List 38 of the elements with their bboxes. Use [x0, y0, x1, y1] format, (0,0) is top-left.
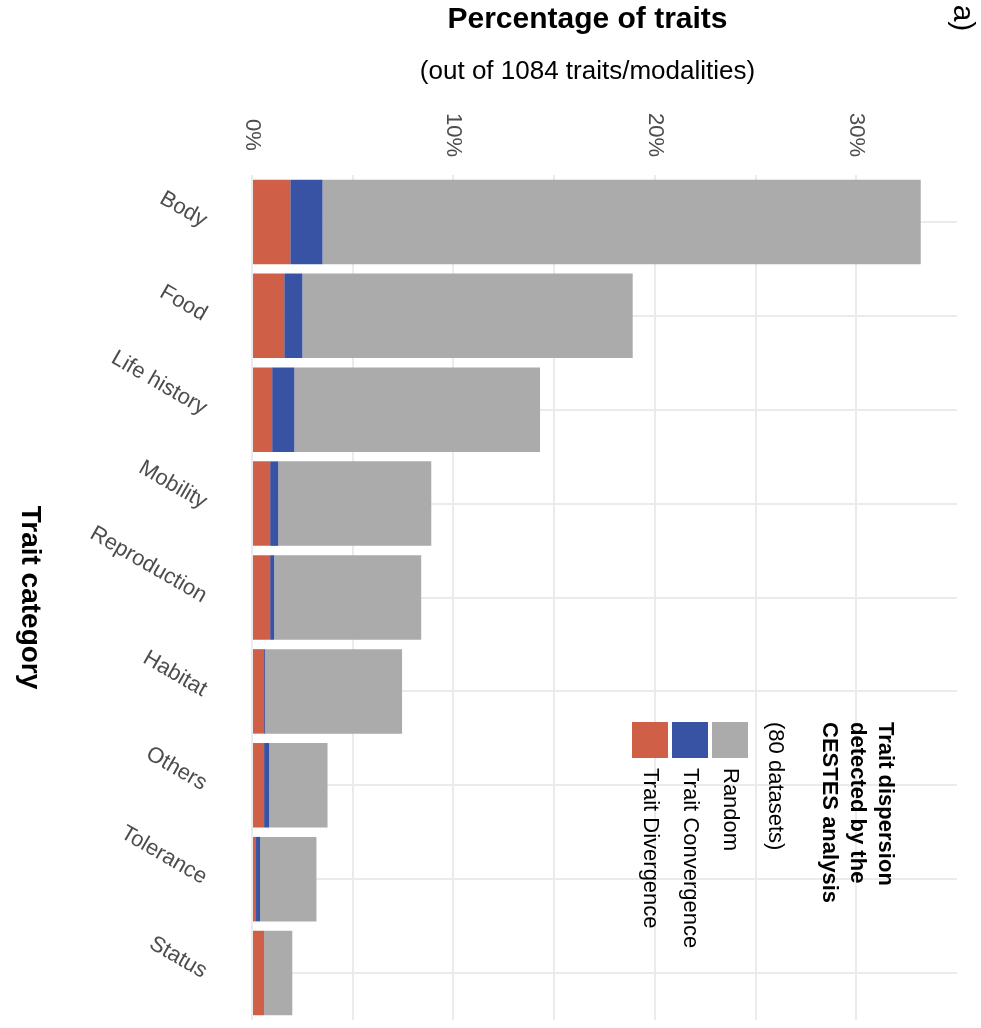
- bar: [256, 836, 261, 922]
- bar: [322, 179, 921, 265]
- bar: [253, 555, 271, 640]
- bar: [270, 555, 275, 640]
- bar: [302, 273, 633, 359]
- x-tick-label: 10%: [442, 112, 468, 158]
- bar: [269, 743, 328, 828]
- bar: [253, 179, 291, 265]
- bar: [272, 367, 295, 452]
- bar: [294, 367, 541, 452]
- text: a): [947, 4, 981, 32]
- bar: [284, 273, 303, 359]
- x-tick-label: 0%: [240, 119, 266, 151]
- bar: [253, 743, 265, 828]
- chart-subtitle: (out of 1084 traits/modalities): [419, 55, 756, 86]
- bar: [265, 649, 403, 734]
- text: Trait dispersion detected by the CESTES analysis (80 datasets): [763, 722, 899, 903]
- bar: [278, 461, 432, 546]
- legend-label: Trait Convergence: [678, 768, 704, 949]
- y-axis-title: Trait category: [16, 505, 48, 690]
- bar: [290, 179, 323, 265]
- x-tick-label: 20%: [643, 112, 669, 158]
- y-tick-label: Food: [156, 278, 212, 326]
- bar: [253, 367, 273, 452]
- bar: [253, 273, 285, 359]
- bar: [253, 649, 265, 734]
- chart-title: Percentage of traits: [447, 1, 728, 35]
- bar: [253, 930, 265, 1016]
- bar: [270, 461, 279, 546]
- bar: [274, 555, 422, 640]
- bar: [264, 930, 293, 1016]
- bar: [260, 836, 317, 922]
- x-tick-label: 30%: [845, 112, 871, 158]
- bar: [253, 461, 271, 546]
- legend-label: Random: [718, 768, 744, 852]
- bar: [264, 743, 270, 828]
- bar: [253, 836, 257, 922]
- legend-label: Trait Divergence: [638, 768, 664, 929]
